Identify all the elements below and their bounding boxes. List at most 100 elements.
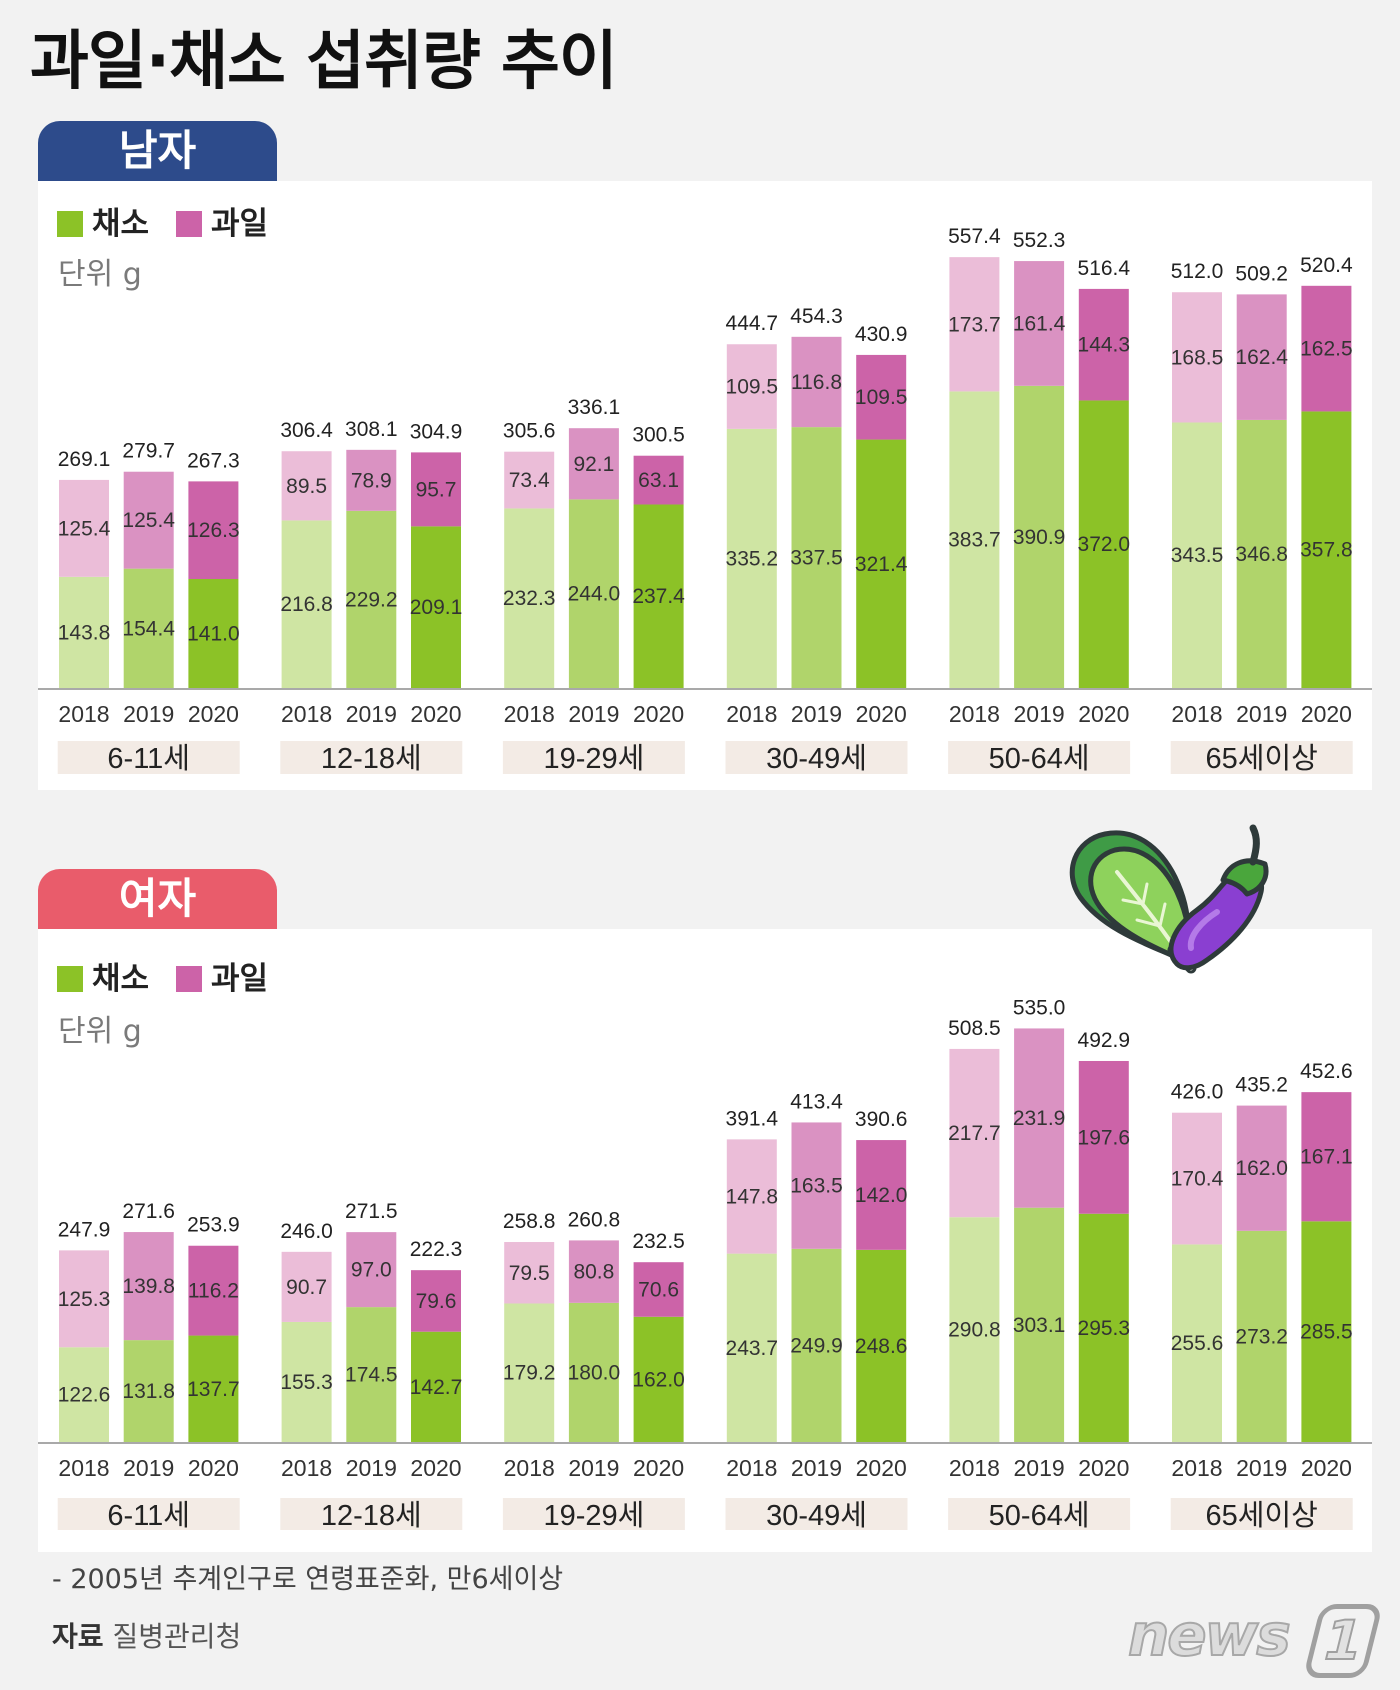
vegetable-bar-2020 — [188, 1335, 239, 1442]
vegetable-value-label: 285.5 — [1300, 1321, 1353, 1344]
vegetable-legend-label: 채소 — [92, 961, 150, 997]
vegetable-legend-label: 채소 — [92, 206, 150, 242]
fruit-value-label: 125.4 — [122, 509, 175, 532]
fruit-value-label: 80.8 — [573, 1261, 614, 1284]
source-label: 자료 — [52, 1620, 104, 1653]
vegetable-value-label: 155.3 — [280, 1371, 333, 1394]
age-group-label: 65세이상 — [1206, 1500, 1318, 1532]
vegetable-legend-swatch — [57, 211, 83, 237]
total-value-label: 222.3 — [410, 1238, 463, 1261]
vegetable-illustration — [1069, 824, 1269, 974]
fruit-value-label: 79.5 — [509, 1262, 550, 1285]
vegetable-value-label: 244.0 — [568, 583, 621, 606]
vegetable-value-label: 154.4 — [122, 617, 175, 640]
total-value-label: 279.7 — [122, 440, 175, 463]
total-value-label: 308.1 — [345, 418, 398, 441]
vegetable-value-label: 237.4 — [632, 585, 685, 608]
fruit-value-label: 139.8 — [122, 1275, 175, 1298]
total-value-label: 304.9 — [410, 420, 463, 443]
year-tick-label: 2018 — [726, 1455, 777, 1481]
year-tick-label: 2018 — [949, 1455, 1000, 1481]
vegetable-value-label: 232.3 — [503, 587, 556, 610]
vegetable-value-label: 390.9 — [1013, 526, 1066, 549]
fruit-bar-2019 — [791, 336, 842, 428]
year-tick-label: 2020 — [1078, 1455, 1129, 1481]
fruit-bar-2019 — [123, 471, 174, 569]
vegetable-bar-2018 — [281, 1321, 332, 1442]
total-value-label: 267.3 — [187, 449, 240, 472]
vegetable-bar-2018 — [504, 1303, 555, 1442]
fruit-value-label: 92.1 — [573, 453, 614, 476]
fruit-bar-2019 — [346, 1232, 397, 1308]
year-tick-label: 2018 — [58, 1455, 109, 1481]
fruit-bar-2020 — [411, 1270, 461, 1332]
fruit-bar-2019 — [1236, 1105, 1287, 1231]
fruit-value-label: 170.4 — [1171, 1168, 1224, 1191]
vegetable-value-label: 383.7 — [948, 529, 1001, 552]
total-value-label: 512.0 — [1171, 260, 1224, 283]
news1-logo: news 1 — [1127, 1604, 1384, 1678]
year-tick-label: 2019 — [346, 701, 397, 727]
total-value-label: 269.1 — [58, 448, 111, 471]
total-value-label: 492.9 — [1078, 1029, 1131, 1052]
total-value-label: 271.6 — [122, 1200, 175, 1223]
female-tab: 여자 — [38, 869, 277, 929]
vegetable-value-label: 346.8 — [1235, 543, 1288, 566]
age-group-label-box — [502, 1498, 685, 1530]
vegetable-value-label: 303.1 — [1013, 1314, 1066, 1337]
age-group-label-box — [948, 741, 1131, 774]
fruit-value-label: 63.1 — [638, 469, 679, 492]
fruit-legend-label: 과일 — [211, 206, 269, 242]
total-value-label: 452.6 — [1300, 1060, 1353, 1083]
total-value-label: 435.2 — [1235, 1074, 1288, 1097]
fruit-value-label: 162.4 — [1235, 346, 1288, 369]
fruit-value-label: 231.9 — [1013, 1107, 1066, 1130]
vegetable-bar-2019 — [1014, 1207, 1065, 1442]
age-group-label-box — [725, 1498, 908, 1530]
fruit-bar-2020 — [856, 1140, 907, 1250]
year-tick-label: 2020 — [856, 1455, 907, 1481]
total-value-label: 306.4 — [280, 419, 333, 442]
year-tick-label: 2020 — [633, 701, 684, 727]
fruit-bar-2020 — [1078, 1060, 1129, 1214]
age-group-label-box — [280, 1498, 463, 1530]
footnote: - 2005년 추계인구로 연령표준화, 만6세이상 — [52, 1564, 564, 1595]
total-value-label: 260.8 — [568, 1208, 621, 1231]
vegetable-value-label: 122.6 — [58, 1384, 111, 1407]
total-value-label: 253.9 — [187, 1214, 240, 1237]
fruit-bar-2019 — [791, 1122, 842, 1249]
fruit-value-label: 217.7 — [948, 1122, 1001, 1145]
vegetable-value-label: 357.8 — [1300, 539, 1353, 562]
fruit-value-label: 142.0 — [855, 1184, 908, 1207]
year-tick-label: 2019 — [568, 1455, 619, 1481]
fruit-bar-2019 — [1014, 1028, 1065, 1208]
vegetable-bar-2019 — [791, 1248, 842, 1442]
age-group-label-box — [1170, 741, 1353, 774]
female-chart-panel — [38, 929, 1372, 1552]
fruit-bar-2018 — [281, 451, 332, 521]
vegetable-legend-swatch — [57, 966, 83, 992]
fruit-bar-2018 — [59, 1250, 109, 1348]
fruit-bar-2018 — [504, 451, 555, 509]
vegetable-bar-2019 — [791, 427, 842, 688]
fruit-value-label: 89.5 — [286, 475, 327, 498]
fruit-bar-2020 — [633, 455, 684, 505]
total-value-label: 444.7 — [726, 312, 779, 335]
vegetable-bar-2020 — [633, 1316, 684, 1442]
vegetable-bar-2020 — [633, 504, 684, 688]
fruit-bar-2019 — [1014, 261, 1065, 386]
age-group-label-box — [57, 1498, 240, 1530]
fruit-value-label: 109.5 — [726, 376, 779, 399]
vegetable-bar-2020 — [1301, 411, 1352, 688]
year-tick-label: 2019 — [1236, 701, 1287, 727]
year-tick-label: 2019 — [1236, 1455, 1287, 1481]
vegetable-bar-2018 — [504, 508, 555, 688]
fruit-value-label: 97.0 — [351, 1259, 392, 1282]
age-group-label: 12-18세 — [321, 743, 422, 775]
fruit-bar-2018 — [726, 344, 777, 429]
vegetable-bar-2019 — [123, 568, 174, 688]
fruit-value-label: 79.6 — [416, 1290, 457, 1313]
unit-label: 단위 g — [58, 1014, 142, 1049]
vegetable-value-label: 179.2 — [503, 1362, 556, 1385]
vegetable-value-label: 249.9 — [790, 1334, 843, 1357]
